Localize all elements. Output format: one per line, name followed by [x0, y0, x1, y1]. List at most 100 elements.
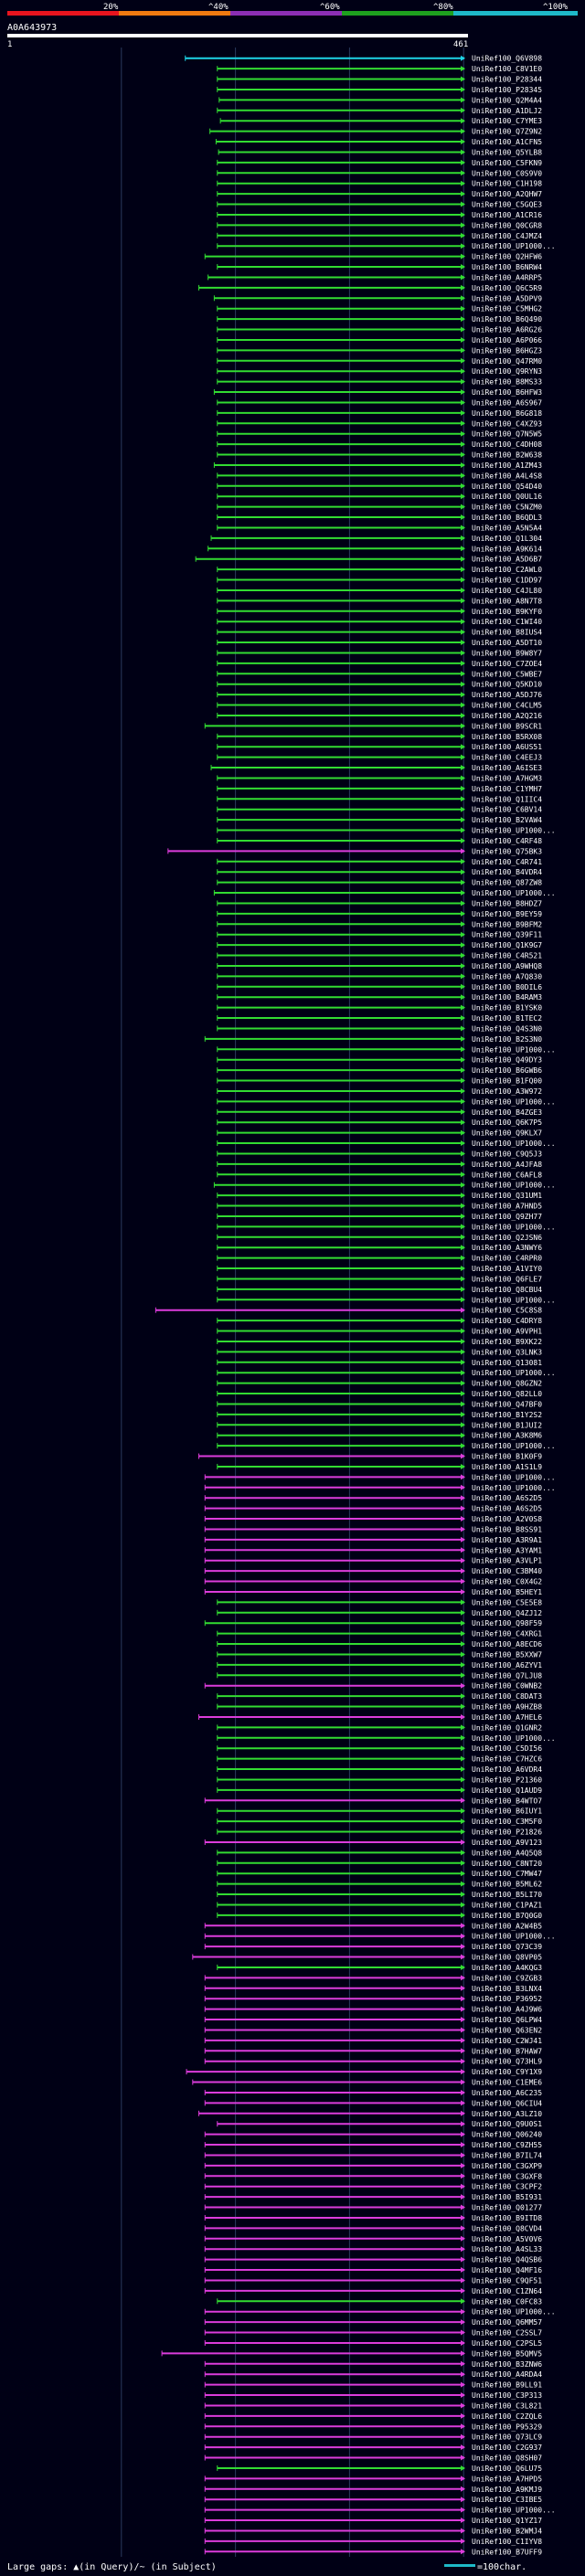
- hit-row[interactable]: UniRef100_C7HZC6: [217, 1755, 542, 1764]
- hit-row[interactable]: UniRef100_B6NRW4: [217, 263, 542, 271]
- hit-row[interactable]: UniRef100_Q4S3N0: [217, 1024, 542, 1033]
- hit-label[interactable]: UniRef100_A4RDA4: [472, 2370, 542, 2379]
- hit-label[interactable]: UniRef100_B1JUI2: [472, 1421, 542, 1429]
- hit-label[interactable]: UniRef100_C5FKN9: [472, 159, 542, 167]
- hit-label[interactable]: UniRef100_Q9ZH77: [472, 1213, 542, 1221]
- hit-row[interactable]: UniRef100_C2WJ41: [204, 2037, 542, 2045]
- hit-label[interactable]: UniRef100_C1PAZ1: [472, 1901, 542, 1909]
- hit-label[interactable]: UniRef100_Q6LPW4: [472, 2016, 542, 2024]
- hit-label[interactable]: UniRef100_A3YAM1: [472, 1546, 542, 1554]
- hit-label[interactable]: UniRef100_C1YMH7: [472, 785, 542, 793]
- hit-row[interactable]: UniRef100_B9LL91: [204, 2381, 542, 2390]
- hit-row[interactable]: UniRef100_A6US51: [217, 743, 542, 751]
- hit-label[interactable]: UniRef100_B6GWB6: [472, 1066, 542, 1075]
- hit-row[interactable]: UniRef100_Q4MF16: [204, 2266, 542, 2274]
- hit-row[interactable]: UniRef100_C2PSL5: [204, 2339, 542, 2348]
- hit-row[interactable]: UniRef100_C0X4G2: [204, 1578, 542, 1586]
- hit-label[interactable]: UniRef100_B4RAM3: [472, 993, 542, 1002]
- hit-row[interactable]: UniRef100_A6S967: [217, 398, 542, 407]
- hit-row[interactable]: UniRef100_A4L4S8: [217, 472, 542, 480]
- hit-label[interactable]: UniRef100_Q82LL0: [472, 1390, 542, 1398]
- hit-label[interactable]: UniRef100_A6P066: [472, 336, 542, 345]
- hit-label[interactable]: UniRef100_B1TEC2: [472, 1014, 542, 1023]
- hit-label[interactable]: UniRef100_C3BM40: [472, 1567, 542, 1575]
- hit-row[interactable]: UniRef100_C3P313: [204, 2391, 542, 2400]
- hit-row[interactable]: UniRef100_A5N5A4: [217, 524, 542, 532]
- hit-row[interactable]: UniRef100_C3CPF2: [204, 2183, 542, 2191]
- hit-row[interactable]: UniRef100_Q73LC9: [204, 2433, 542, 2442]
- hit-label[interactable]: UniRef100_Q47RM0: [472, 357, 542, 366]
- hit-row[interactable]: UniRef100_UP1000...: [217, 827, 556, 835]
- hit-label[interactable]: UniRef100_Q7LJU8: [472, 1671, 542, 1680]
- hit-label[interactable]: UniRef100_A5N5A4: [472, 524, 542, 532]
- hit-row[interactable]: UniRef100_Q6FLE7: [217, 1275, 542, 1283]
- hit-row[interactable]: UniRef100_B3ZNW6: [204, 2360, 542, 2369]
- hit-label[interactable]: UniRef100_C8DAT3: [472, 1692, 542, 1701]
- hit-row[interactable]: UniRef100_A5D6B7: [195, 556, 542, 564]
- hit-label[interactable]: UniRef100_Q2JSN6: [472, 1234, 542, 1242]
- hit-row[interactable]: UniRef100_UP1000...: [204, 2507, 556, 2515]
- hit-label[interactable]: UniRef100_Q1K9G7: [472, 941, 542, 949]
- hit-label[interactable]: UniRef100_C2WJ41: [472, 2037, 542, 2045]
- hit-label[interactable]: UniRef100_C3CPF2: [472, 2183, 542, 2191]
- hit-label[interactable]: UniRef100_A4L4S8: [472, 472, 542, 480]
- hit-row[interactable]: UniRef100_Q8CVD4: [204, 2224, 542, 2232]
- hit-row[interactable]: UniRef100_B9W8Y7: [217, 649, 542, 657]
- hit-row[interactable]: UniRef100_C1IYV8: [204, 2538, 542, 2546]
- hit-row[interactable]: UniRef100_P28344: [217, 76, 542, 84]
- hit-row[interactable]: UniRef100_Q0CGR8: [217, 221, 542, 229]
- hit-label[interactable]: UniRef100_C5NZM0: [472, 504, 542, 512]
- hit-row[interactable]: UniRef100_B8IUS4: [217, 629, 542, 637]
- hit-label[interactable]: UniRef100_B5LI70: [472, 1891, 542, 1899]
- hit-row[interactable]: UniRef100_UP1000...: [204, 2308, 556, 2316]
- hit-label[interactable]: UniRef100_C3GXF8: [472, 2172, 542, 2180]
- hit-label[interactable]: UniRef100_A2QHW7: [472, 190, 542, 198]
- hit-label[interactable]: UniRef100_Q1L304: [472, 535, 542, 543]
- hit-row[interactable]: UniRef100_Q8SH07: [204, 2454, 542, 2463]
- hit-row[interactable]: UniRef100_A9VPH1: [217, 1328, 542, 1336]
- hit-label[interactable]: UniRef100_B9SCR1: [472, 722, 542, 730]
- hit-row[interactable]: UniRef100_Q31UM1: [217, 1192, 542, 1200]
- hit-row[interactable]: UniRef100_C3GXP9: [204, 2162, 542, 2170]
- hit-label[interactable]: UniRef100_C4DRY8: [472, 1317, 542, 1325]
- hit-label[interactable]: UniRef100_C3GXP9: [472, 2162, 542, 2170]
- hit-label[interactable]: UniRef100_B1FQ00: [472, 1077, 542, 1086]
- hit-row[interactable]: UniRef100_B4VDR4: [217, 868, 542, 876]
- hit-row[interactable]: UniRef100_Q8GZN2: [217, 1380, 542, 1388]
- hit-row[interactable]: UniRef100_Q4ZJ12: [217, 1609, 542, 1617]
- hit-label[interactable]: UniRef100_B9W8Y7: [472, 649, 542, 657]
- hit-label[interactable]: UniRef100_A6US51: [472, 743, 542, 751]
- hit-label[interactable]: UniRef100_P36952: [472, 1995, 542, 2003]
- hit-label[interactable]: UniRef100_B0DIL6: [472, 983, 542, 991]
- hit-row[interactable]: UniRef100_Q5KD10: [217, 681, 542, 689]
- hit-label[interactable]: UniRef100_B7Q0G0: [472, 1912, 542, 1920]
- hit-label[interactable]: UniRef100_Q98F59: [472, 1619, 542, 1627]
- hit-row[interactable]: UniRef100_B6G818: [217, 409, 542, 418]
- hit-label[interactable]: UniRef100_A7HND5: [472, 1203, 542, 1211]
- hit-label[interactable]: UniRef100_A7Q830: [472, 972, 542, 981]
- hit-label[interactable]: UniRef100_Q6FLE7: [472, 1275, 542, 1283]
- hit-row[interactable]: UniRef100_B4RAM3: [217, 993, 542, 1002]
- hit-row[interactable]: UniRef100_Q73HL9: [204, 2058, 542, 2066]
- hit-label[interactable]: UniRef100_Q2M4A4: [472, 96, 542, 104]
- hit-row[interactable]: UniRef100_Q47RM0: [217, 357, 542, 366]
- hit-row[interactable]: UniRef100_B5LI70: [217, 1891, 542, 1899]
- hit-label[interactable]: UniRef100_A1VIY0: [472, 1265, 542, 1273]
- hit-row[interactable]: UniRef100_A2Q216: [217, 712, 542, 720]
- hit-row[interactable]: UniRef100_B9ITD8: [204, 2214, 542, 2222]
- hit-row[interactable]: UniRef100_Q7LJU8: [217, 1671, 542, 1680]
- hit-label[interactable]: UniRef100_Q7N5W5: [472, 430, 542, 439]
- hit-label[interactable]: UniRef100_Q4MF16: [472, 2266, 542, 2274]
- hit-row[interactable]: UniRef100_C5FKN9: [217, 159, 542, 167]
- hit-row[interactable]: UniRef100_Q98F59: [204, 1619, 542, 1627]
- hit-row[interactable]: UniRef100_A1CR16: [217, 211, 542, 219]
- hit-label[interactable]: UniRef100_C1H198: [472, 180, 542, 188]
- hit-label[interactable]: UniRef100_B1YSK0: [472, 1004, 542, 1012]
- hit-row[interactable]: UniRef100_C1H198: [217, 180, 542, 188]
- hit-row[interactable]: UniRef100_C4RF48: [217, 837, 542, 845]
- hit-label[interactable]: UniRef100_C0X4G2: [472, 1578, 542, 1586]
- hit-label[interactable]: UniRef100_Q6CIU4: [472, 2099, 542, 2107]
- hit-row[interactable]: UniRef100_A5DJ76: [217, 691, 542, 699]
- hit-row[interactable]: UniRef100_A6C235: [204, 2089, 542, 2097]
- hit-row[interactable]: UniRef100_B5HEY1: [204, 1588, 542, 1596]
